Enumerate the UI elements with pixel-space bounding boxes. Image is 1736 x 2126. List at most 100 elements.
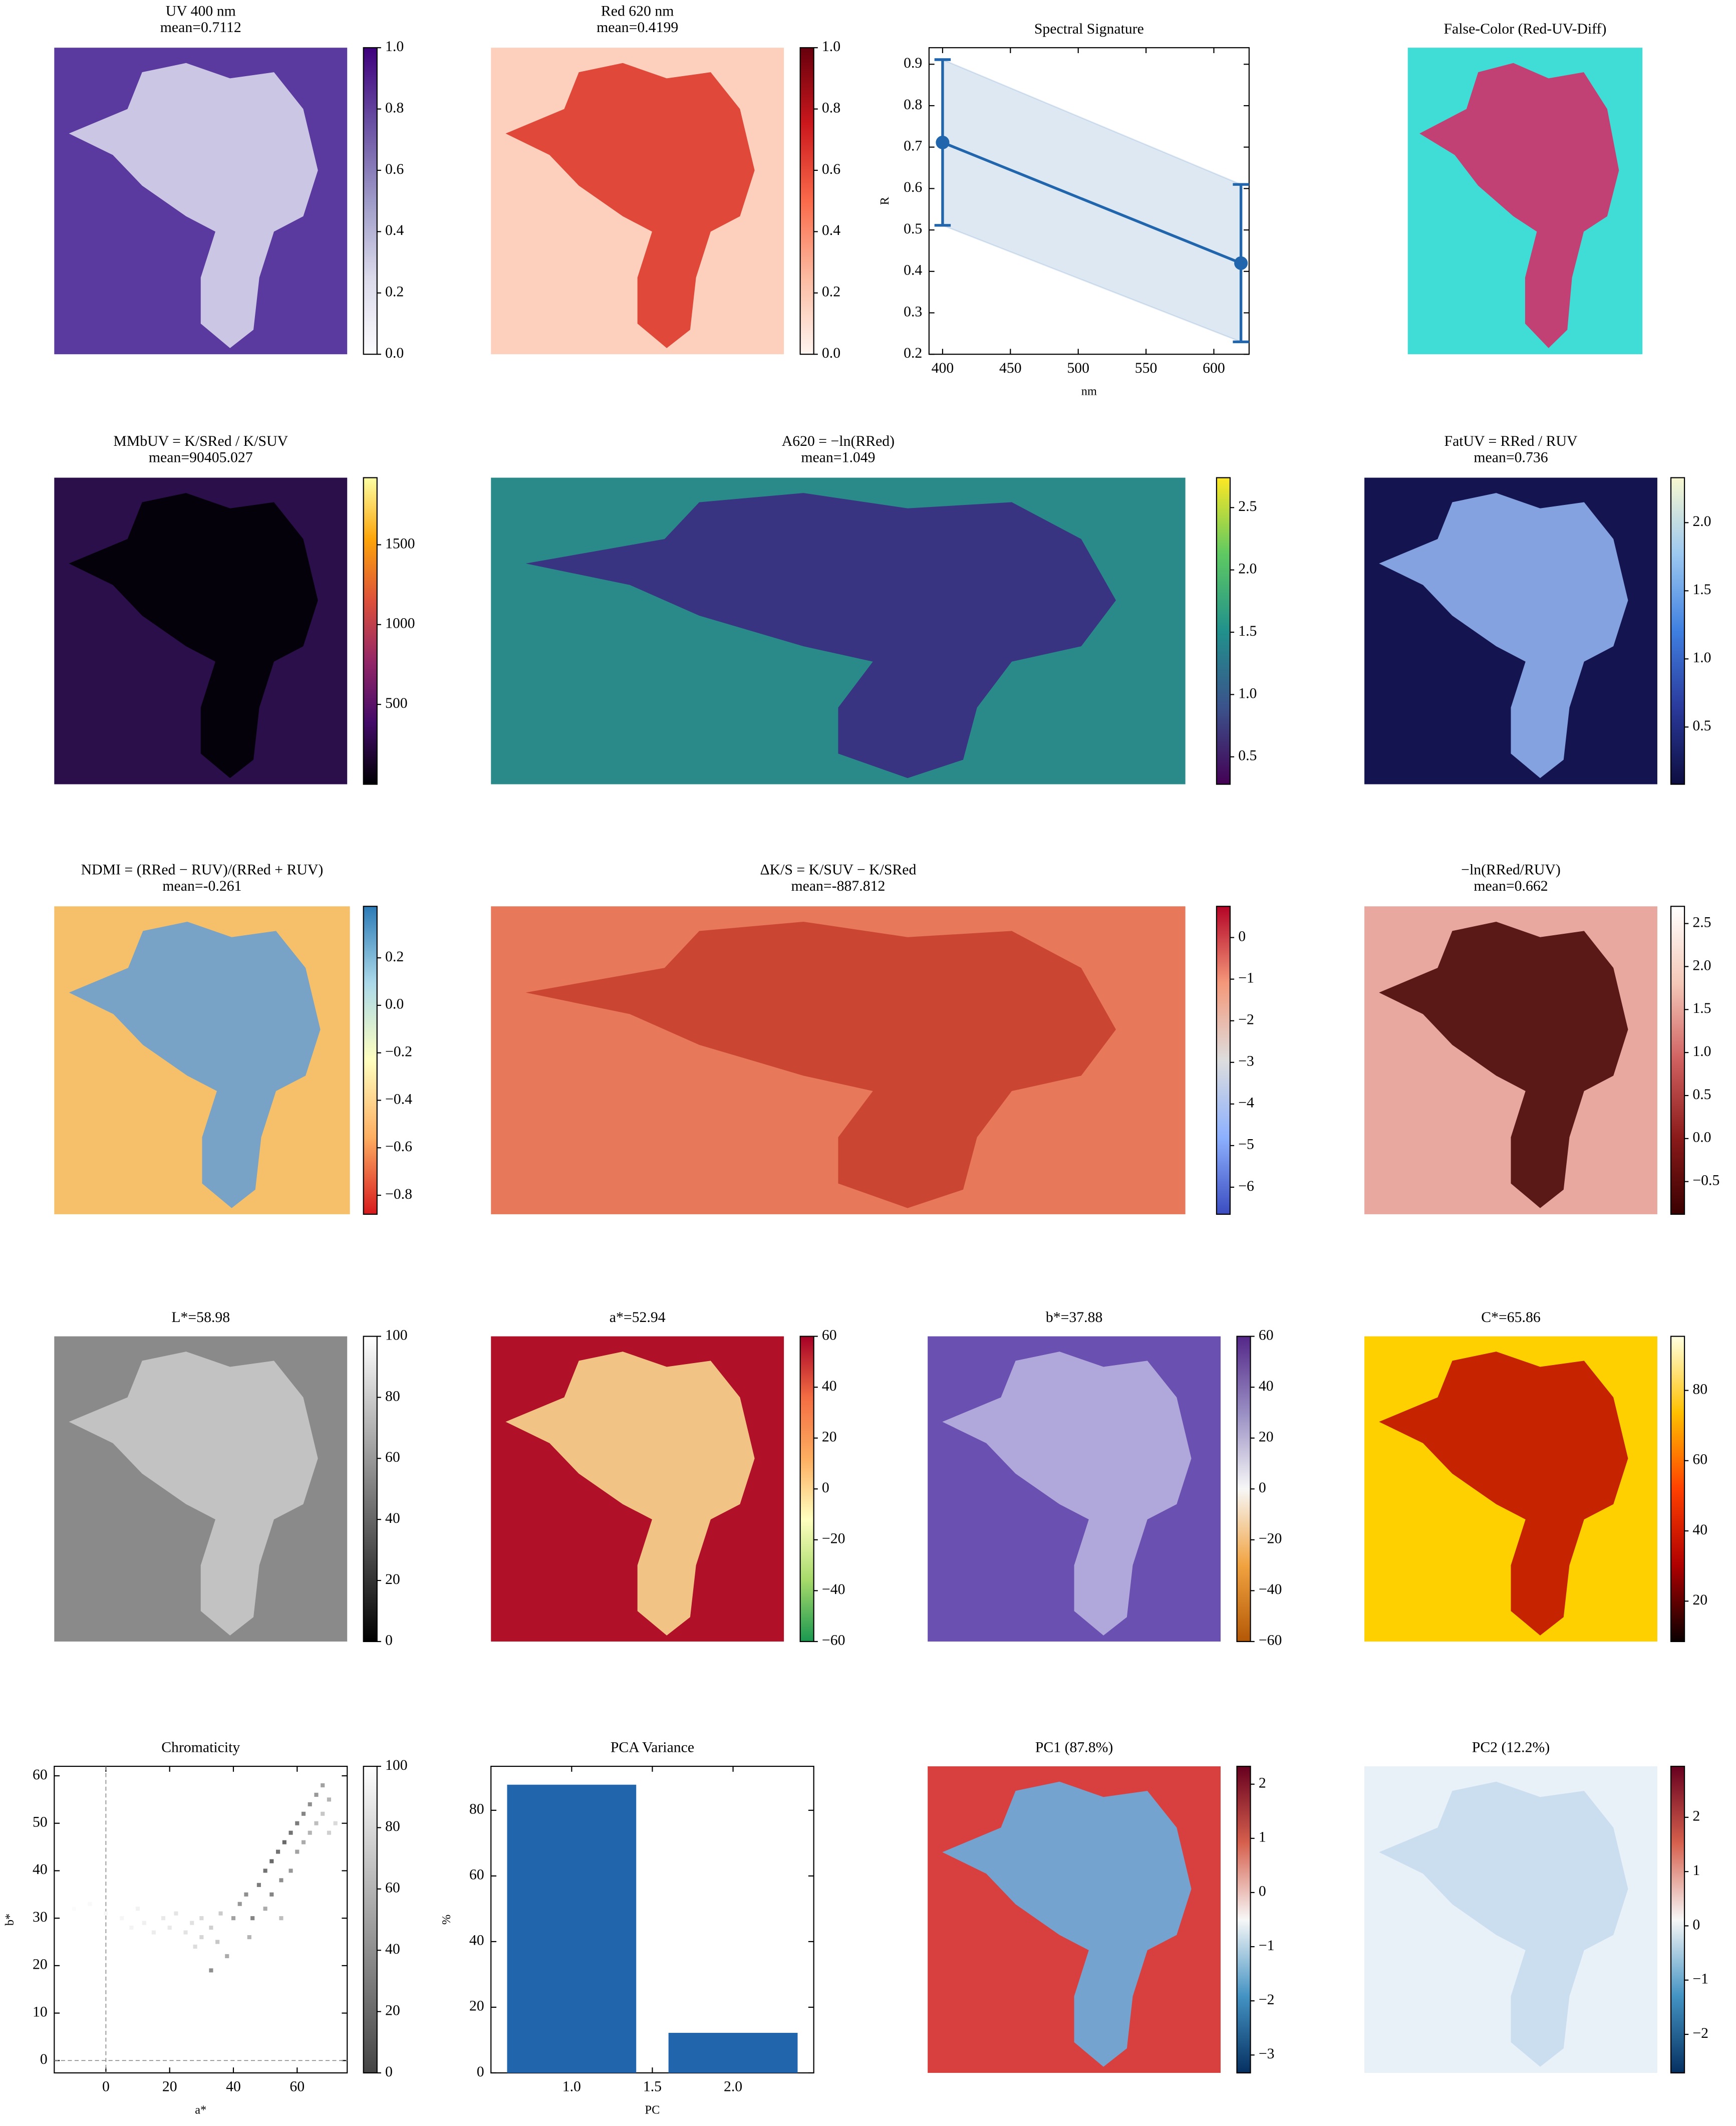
point: [295, 1849, 300, 1854]
point: [244, 1892, 248, 1897]
image-region: [1419, 63, 1619, 348]
image-region: [69, 63, 318, 348]
colorbar-tick-label: 0: [1259, 1479, 1266, 1496]
point: [1234, 256, 1248, 270]
colorbar-tick-label: 100: [385, 1757, 408, 1773]
point: [209, 1926, 213, 1930]
point: [247, 1935, 251, 1940]
point: [321, 1811, 325, 1816]
colorbar-tick-label: 2.5: [1238, 498, 1257, 514]
panel-subtitle: mean=-887.812: [791, 878, 885, 894]
panel-title: MMbUV = K/SRed / K/SUV: [113, 433, 288, 449]
y-tick-label: 0: [477, 2063, 484, 2080]
colorbar-tick-label: 1.5: [1692, 1000, 1711, 1016]
colorbar: [363, 906, 378, 1215]
y-axis-label: b*: [3, 1914, 17, 1926]
y-tick-label: 40: [469, 1932, 484, 1949]
colorbar-tick-label: −2: [1238, 1011, 1254, 1028]
colorbar-tick-label: 1.0: [1692, 649, 1711, 666]
axes-frame: [54, 1765, 348, 2074]
colorbar-tick-label: 1.0: [822, 38, 840, 55]
panel-subtitle: mean=0.4199: [597, 19, 678, 36]
colorbar-tick-label: 20: [385, 2002, 400, 2018]
colorbar-tick-label: 2.0: [1692, 957, 1711, 973]
image-region: [1379, 1781, 1628, 2067]
colorbar-tick-label: 0.0: [822, 345, 840, 361]
colorbar-tick-label: 0: [385, 2063, 393, 2080]
point: [256, 1883, 261, 1887]
x-axis-label: PC: [645, 2103, 660, 2116]
colorbar-tick-label: −0.4: [385, 1091, 412, 1107]
colorbar-tick-label: 0.5: [1692, 1086, 1711, 1103]
colorbar: [1670, 906, 1685, 1215]
image-region: [1379, 1352, 1628, 1636]
x-tick-label: 60: [290, 2078, 305, 2095]
point: [135, 1907, 140, 1911]
colorbar-tick-label: −3: [1259, 2045, 1275, 2062]
colorbar-tick-label: 1.0: [1238, 685, 1257, 701]
colorbar-tick-label: 0: [1692, 1916, 1700, 1933]
colorbar-tick-label: −1: [1259, 1937, 1275, 1954]
point: [314, 1821, 319, 1825]
y-tick-label: 0.5: [904, 220, 922, 237]
point: [72, 1907, 76, 1911]
colorbar-tick-label: −6: [1238, 1178, 1254, 1194]
image-region: [69, 1352, 318, 1636]
panel-title: Chromaticity: [161, 1739, 240, 1756]
panel-title: PCA Variance: [611, 1739, 694, 1756]
point: [288, 1869, 293, 1873]
colorbar-tick-label: 1.5: [1692, 581, 1711, 598]
point: [295, 1821, 300, 1825]
point: [327, 1797, 331, 1802]
colorbar-tick-label: −2: [1692, 2025, 1708, 2041]
colorbar-tick-label: 2: [1259, 1775, 1266, 1791]
panel-title: Spectral Signature: [1034, 21, 1144, 37]
colorbar-tick-label: 2.5: [1692, 914, 1711, 930]
colorbar-tick-label: 0.5: [1692, 717, 1711, 734]
colorbar-tick-label: 80: [1692, 1381, 1707, 1397]
point: [88, 1902, 92, 1906]
point: [276, 1849, 280, 1854]
panel-title: C*=65.86: [1481, 1309, 1540, 1325]
x-axis-label: nm: [1081, 385, 1097, 398]
colorbar-tick-label: 60: [1692, 1451, 1707, 1468]
colorbar-tick-label: 0.0: [385, 345, 404, 361]
point: [321, 1783, 325, 1787]
colorbar-tick-label: 500: [385, 695, 408, 711]
colorbar-tick-label: 100: [385, 1326, 408, 1343]
point: [250, 1916, 255, 1921]
panel-subtitle: mean=1.049: [801, 449, 875, 465]
colorbar-tick-label: 1.0: [1692, 1043, 1711, 1059]
colorbar-tick-label: −0.8: [385, 1186, 412, 1202]
colorbar: [1216, 906, 1231, 1215]
colorbar-tick-label: 0.2: [822, 284, 840, 300]
colorbar-tick-label: 1: [1259, 1829, 1266, 1845]
panel-title: b*=37.88: [1046, 1309, 1103, 1325]
y-tick-label: 0.4: [904, 262, 922, 279]
colorbar-tick-label: 40: [1692, 1521, 1707, 1538]
colorbar-tick-label: 0.0: [1692, 1129, 1711, 1146]
x-tick-label: 2.0: [724, 2078, 742, 2095]
y-tick-label: 20: [33, 1956, 48, 1973]
panel-title: False-Color (Red-UV-Diff): [1443, 21, 1606, 37]
x-tick-label: 1.5: [643, 2078, 662, 2095]
colorbar: [363, 47, 378, 355]
colorbar-tick-label: −3: [1238, 1053, 1254, 1070]
colorbar-tick-label: 60: [822, 1326, 837, 1343]
y-tick-label: 0.7: [904, 138, 922, 154]
colorbar: [1216, 477, 1231, 785]
panel-subtitle: mean=0.7112: [160, 19, 241, 36]
colorbar-tick-label: −60: [822, 1632, 845, 1649]
colorbar: [1670, 477, 1685, 785]
colorbar: [799, 1336, 814, 1642]
colorbar-tick-label: 0.8: [822, 99, 840, 116]
axes-frame: [928, 47, 1250, 355]
colorbar: [1236, 1765, 1251, 2074]
colorbar: [363, 1765, 378, 2074]
x-tick-label: 40: [226, 2078, 241, 2095]
point: [218, 1911, 223, 1916]
image-region: [505, 1352, 755, 1636]
panel-title: a*=52.94: [610, 1309, 666, 1325]
image-region: [69, 921, 321, 1208]
colorbar-tick-label: 40: [385, 1510, 400, 1526]
